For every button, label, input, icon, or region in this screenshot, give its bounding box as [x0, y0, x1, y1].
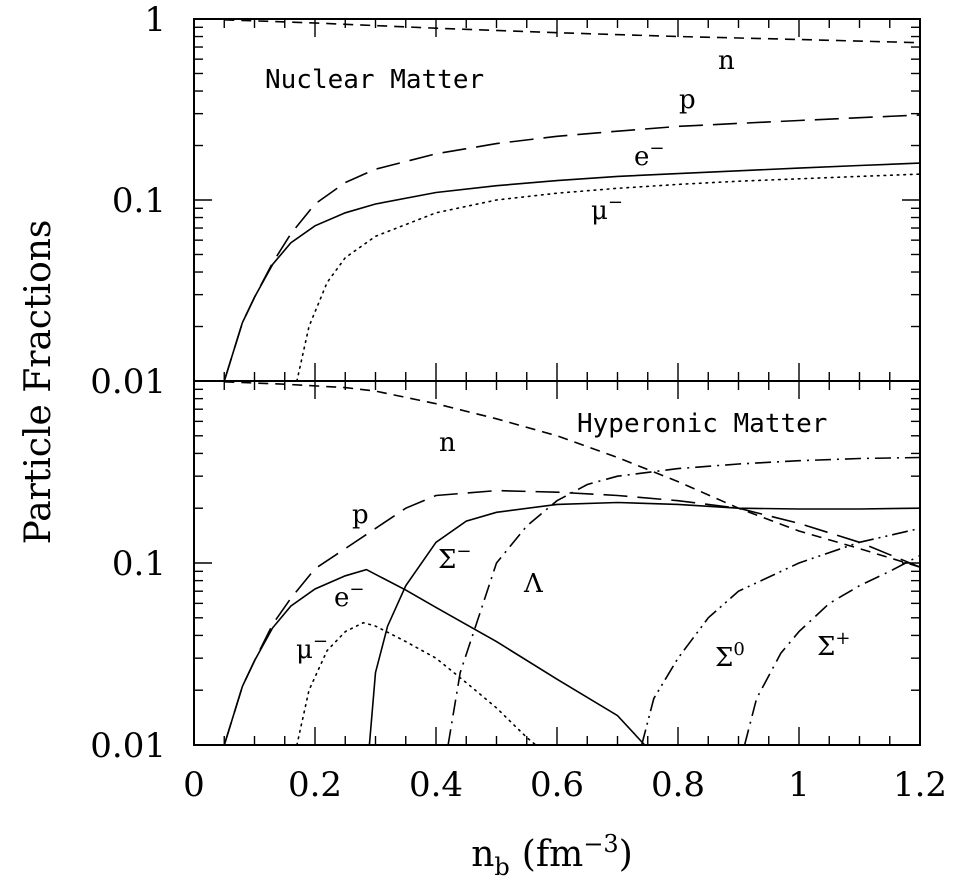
series-label: n: [439, 428, 456, 458]
x-tick-label: 0: [183, 765, 205, 805]
series-line-Σ0: [640, 527, 920, 745]
series-line-Σ−: [368, 501, 920, 745]
y-tick-label: 0.01: [90, 362, 166, 402]
series-label: Σ−: [438, 541, 471, 575]
x-tick-label: 0.8: [651, 765, 705, 805]
x-tick-label: 0.4: [409, 765, 463, 805]
series-line-μ−: [296, 621, 537, 745]
panel-2: 0.1 0.01 Hyperonic Matter n p e−μ− Σ− Λ Σ0 Σ+: [90, 380, 921, 766]
series-label: n: [718, 46, 735, 76]
y-tick-label: 1: [144, 0, 166, 40]
y-tick-label: 0.1: [112, 181, 166, 221]
series-line-e−: [223, 568, 646, 745]
x-tick-label: 0.2: [288, 765, 342, 805]
series-line-n: [224, 19, 920, 44]
series-label: μ−: [296, 631, 328, 665]
x-tick-label: 0.6: [530, 765, 584, 805]
series-line-p: [223, 114, 920, 381]
series-label: μ−: [591, 192, 623, 226]
y-tick-label: 0.1: [112, 544, 166, 584]
series-label: e−: [634, 138, 664, 172]
x-tick-label: 1: [788, 765, 810, 805]
series-label: Σ+: [817, 628, 850, 662]
y-axis-title: Particle Fractions: [18, 220, 59, 545]
series-line-p: [223, 489, 920, 745]
panel-label: Hyperonic Matter: [577, 409, 827, 439]
series-line-Λ: [447, 456, 920, 745]
y-tick-label: 0.01: [90, 726, 166, 766]
x-tick-label: 1.2: [893, 765, 947, 805]
panel-label: Nuclear Matter: [265, 65, 484, 95]
panel-1: 1 0.1 0.01 Nuclear Matter np e− μ−: [90, 0, 921, 402]
series-label: Λ: [523, 569, 544, 599]
series-label: p: [352, 500, 369, 530]
series-label: Σ0: [715, 639, 745, 673]
series-line-n: [224, 381, 920, 568]
x-axis-title: nb (fm−3): [471, 830, 633, 881]
series-label: p: [679, 85, 696, 115]
series-line-e−: [223, 162, 920, 381]
series-label: e−: [334, 579, 364, 613]
